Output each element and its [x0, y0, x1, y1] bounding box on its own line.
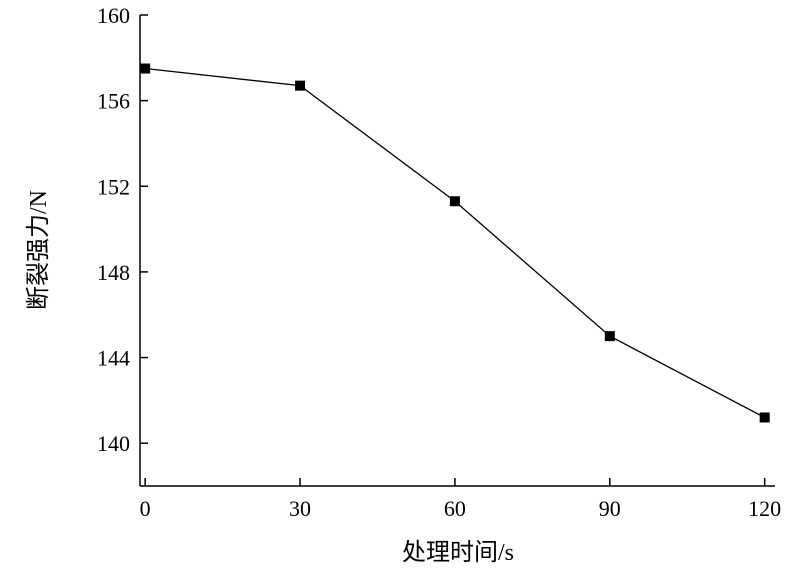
x-tick-label: 120	[748, 496, 781, 521]
y-tick-label: 148	[97, 260, 130, 285]
x-tick-label: 60	[444, 496, 466, 521]
data-point	[759, 412, 770, 423]
x-axis-title: 处理时间/s	[402, 539, 514, 566]
data-line	[145, 67, 765, 419]
data-point	[140, 63, 151, 74]
y-axis-title: 断裂强力/N	[25, 190, 52, 310]
x-tick-label: 90	[599, 496, 621, 521]
data-point	[449, 196, 460, 207]
y-tick-label: 144	[97, 346, 130, 371]
x-tick-label: 0	[140, 496, 151, 521]
data-point	[295, 80, 306, 91]
y-tick-label: 140	[97, 431, 130, 456]
y-tick-label: 156	[97, 89, 130, 114]
data-point	[604, 331, 615, 342]
y-tick-label: 160	[97, 3, 130, 28]
y-tick-label: 152	[97, 174, 130, 199]
x-tick-label: 30	[289, 496, 311, 521]
